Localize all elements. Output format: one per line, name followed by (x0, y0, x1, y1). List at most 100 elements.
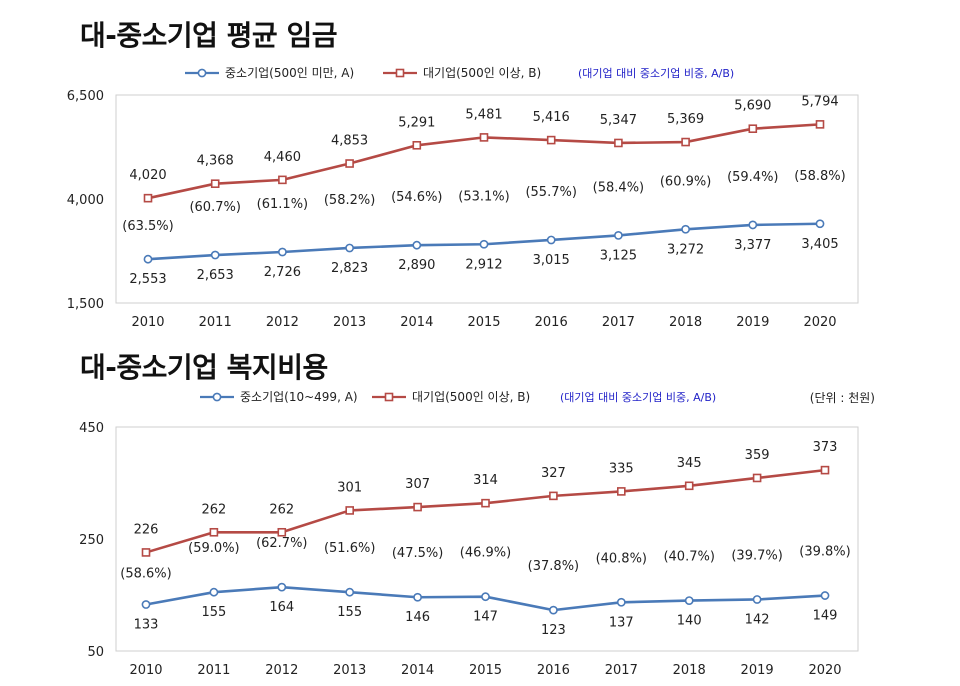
chart2-large-point (616, 487, 626, 496)
chart1-small-point (277, 247, 287, 257)
chart2-small-point (141, 600, 151, 609)
chart1-ratio-label: (58.2%) (324, 193, 375, 208)
chart1-small-point (681, 224, 690, 234)
chart2-small-point (209, 587, 219, 597)
chart2-small-data-label: 155 (337, 605, 362, 620)
chart2-small-point (481, 592, 490, 602)
chart2-x-tick-label: 2014 (401, 663, 434, 678)
chart2-x-tick-label: 2020 (808, 663, 841, 678)
chart1-large-point (345, 159, 354, 168)
chart2-ratio-label: (40.8%) (596, 551, 647, 566)
chart2-ratio-label: (39.7%) (731, 548, 782, 563)
chart2-small-data-label: 137 (609, 615, 634, 630)
chart1-x-tick-label: 2017 (602, 315, 635, 330)
chart2-ratio-label: (62.7%) (256, 536, 307, 551)
chart2-y-tick-label: 450 (79, 421, 104, 436)
chart2-large-point (345, 506, 355, 515)
chart1-large-data-label: 5,481 (465, 107, 502, 122)
chart1-x-tick-label: 2012 (266, 315, 299, 330)
chart1-large-data-label: 5,690 (734, 99, 771, 114)
chart2-ratio-label: (58.6%) (120, 567, 171, 582)
chart2-y-tick-label: 250 (79, 533, 104, 548)
chart1-large-point (412, 140, 422, 150)
chart2-ratio-label: (51.6%) (324, 541, 375, 556)
chart2-large-point (752, 473, 762, 483)
chart2-small-data-label: 146 (405, 610, 430, 625)
chart1-ratio-label: (60.9%) (660, 174, 711, 189)
chart1-small-point (210, 250, 220, 260)
chart1-small-data-label: 3,125 (600, 248, 637, 263)
chart2-large-data-label: 345 (677, 456, 702, 471)
chart2-x-tick-label: 2013 (333, 663, 366, 678)
chart1-small-point (614, 230, 623, 240)
chart1-large-data-label: 4,368 (197, 154, 234, 169)
chart2-legend-small-label: 중소기업(10~499, A) (240, 390, 358, 404)
chart1-ratio-label: (58.4%) (593, 180, 644, 195)
chart2-large-data-label: 262 (269, 502, 294, 517)
chart2-large-data-label: 307 (405, 477, 430, 492)
chart1-x-tick-label: 2018 (669, 315, 702, 330)
chart1-small-data-label: 2,553 (129, 272, 166, 287)
chart1-large-point (815, 120, 825, 129)
chart1-small-data-label: 2,823 (331, 261, 368, 276)
chart2-large-data-label: 262 (201, 502, 226, 517)
chart2-x-tick-label: 2019 (741, 663, 774, 678)
chart1-small-data-label: 2,726 (264, 265, 301, 280)
chart1-x-tick-label: 2010 (131, 315, 164, 330)
chart1-legend-ratio-label: (대기업 대비 중소기업 비중, A/B) (578, 67, 734, 80)
chart1-small-data-label: 2,890 (398, 258, 435, 273)
chart1-x-tick-label: 2016 (535, 315, 568, 330)
chart1-large-point (210, 179, 220, 188)
chart1-small-data-label: 3,272 (667, 242, 704, 257)
chart1-ratio-label: (53.1%) (458, 189, 509, 204)
chart1-ratio-label: (63.5%) (122, 219, 173, 234)
chart2-small-point (752, 595, 762, 604)
chart2-small-data-label: 147 (473, 610, 498, 625)
chart2-legend-ratio-label: (대기업 대비 중소기업 비중, A/B) (560, 391, 716, 404)
chart2-y-tick-label: 50 (87, 645, 104, 660)
chart1-large-data-label: 5,347 (600, 113, 637, 128)
chart2-small-point (345, 587, 355, 597)
chart2-large-data-label: 373 (813, 440, 838, 455)
chart1-ratio-label: (55.7%) (525, 185, 576, 200)
chart1-small-data-label: 2,653 (197, 268, 234, 283)
chart1-title: 대-중소기업 평균 임금 (80, 19, 337, 52)
chart1-large-data-label: 4,853 (331, 134, 368, 149)
chart2-small-point (277, 582, 287, 592)
chart1-large-point (748, 124, 758, 133)
chart2-x-tick-label: 2011 (197, 663, 230, 678)
chart1-small-point (546, 235, 556, 245)
chart2-small-point (684, 596, 694, 605)
chart2-large-point (481, 498, 490, 508)
chart2-large-point (684, 481, 694, 491)
chart2-unit-label: (단위 : 천원) (810, 390, 875, 405)
chart2-large-data-label: 335 (609, 461, 634, 476)
chart2-small-point (820, 591, 830, 600)
chart1-y-tick-label: 1,500 (67, 297, 104, 312)
chart2-ratio-label: (37.8%) (528, 559, 579, 574)
chart2-x-tick-label: 2012 (265, 663, 298, 678)
chart2-small-data-label: 164 (269, 600, 294, 615)
chart1-x-tick-label: 2011 (199, 315, 232, 330)
chart1-small-point (479, 239, 489, 249)
chart1-large-point (479, 133, 489, 142)
chart2-large-point (820, 465, 830, 475)
chart2-plot-frame (115, 426, 859, 652)
chart2-small-point (616, 597, 626, 607)
chart1-small-point (815, 219, 825, 229)
chart2-legend-small-marker (212, 392, 222, 402)
chart2-large-data-label: 301 (337, 480, 362, 495)
chart1-small-point (412, 240, 422, 250)
chart2-ratio-label: (46.9%) (460, 546, 511, 561)
chart1-y-tick-label: 6,500 (67, 89, 104, 104)
chart1-large-data-label: 5,794 (801, 94, 838, 109)
chart1-x-tick-label: 2015 (467, 315, 500, 330)
chart1-small-point (345, 243, 354, 253)
chart2-ratio-label: (59.0%) (188, 541, 239, 556)
chart1-y-tick-label: 4,000 (67, 193, 104, 208)
chart2-small-data-label: 155 (201, 605, 226, 620)
chart2-small-data-label: 133 (134, 618, 159, 633)
chart1-legend-large-marker (395, 68, 405, 78)
chart1-ratio-label: (60.7%) (189, 200, 240, 215)
